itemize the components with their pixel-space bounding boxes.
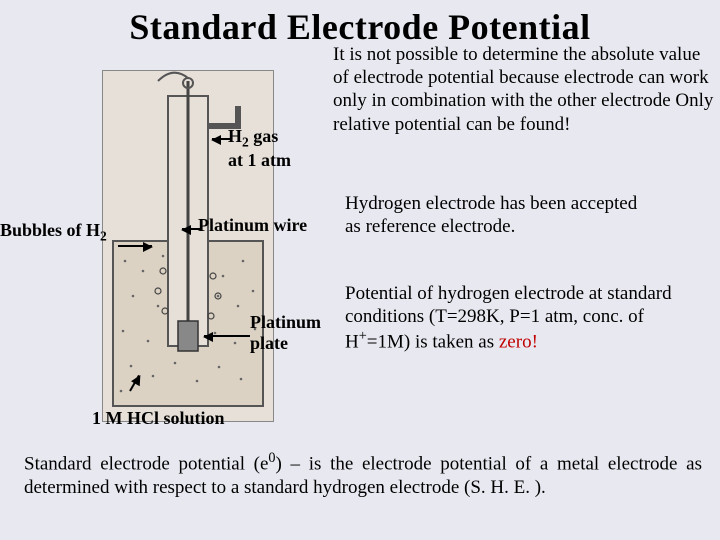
arrow-icon (182, 228, 200, 230)
diagram-area: H2 gas at 1 atm Bubbles of H2 Platinum w… (10, 60, 330, 430)
arrow-icon (204, 335, 250, 337)
arrow-icon (212, 138, 232, 140)
para-absolute-value: It is not possible to determine the abso… (333, 43, 719, 136)
para-standard-conditions: Potential of hydrogen electrode at stand… (345, 282, 713, 354)
para-definition: Standard electrode potential (e0) – is t… (24, 450, 702, 499)
label-pt-wire: Platinum wire (198, 215, 307, 236)
page-title: Standard Electrode Potential (0, 0, 720, 48)
label-bubbles: Bubbles of H2 (0, 220, 107, 244)
label-h2-gas: H2 gas at 1 atm (228, 126, 291, 171)
label-hcl: 1 M HCl solution (92, 408, 225, 429)
arrow-icon (118, 245, 152, 247)
para-hydrogen-ref: Hydrogen electrode has been accepted as … (345, 192, 713, 238)
label-pt-plate: Platinumplate (250, 312, 321, 353)
